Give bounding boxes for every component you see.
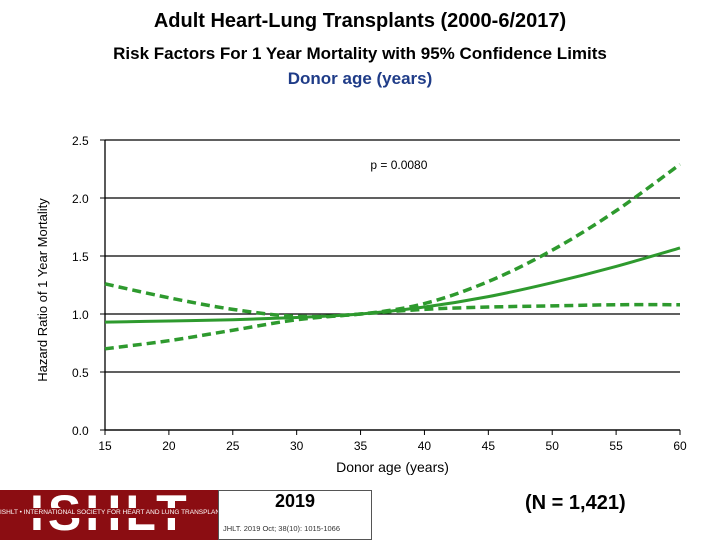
- x-tick-label: 20: [162, 439, 176, 453]
- x-tick-label: 50: [546, 439, 560, 453]
- x-tick-label: 35: [354, 439, 368, 453]
- logo-subtext: ISHLT • INTERNATIONAL SOCIETY FOR HEART …: [0, 508, 218, 518]
- citation-year: 2019: [274, 491, 316, 511]
- citation-reference: JHLT. 2019 Oct; 38(10): 1015-1066: [223, 524, 341, 533]
- y-tick-label: 1.0: [72, 308, 89, 322]
- x-axis-label: Donor age (years): [336, 459, 449, 475]
- y-axis-label: Hazard Ratio of 1 Year Mortality: [35, 198, 50, 382]
- citation-box: 2019 JHLT. 2019 Oct; 38(10): 1015-1066: [218, 490, 372, 540]
- chart-title: Adult Heart-Lung Transplants (2000-6/201…: [153, 10, 567, 32]
- chart-subtitle-variable: Donor age (years): [287, 69, 433, 88]
- x-tick-label: 25: [226, 439, 240, 453]
- x-tick-label: 15: [98, 439, 112, 453]
- series-line-confidence-limit: [104, 162, 682, 319]
- x-tick-label: 40: [418, 439, 432, 453]
- y-tick-label: 2.0: [72, 192, 89, 206]
- chart-subtitle: Risk Factors For 1 Year Mortality with 9…: [113, 44, 607, 63]
- y-tick-label: 2.5: [72, 134, 89, 148]
- sample-size-label: (N = 1,421): [525, 492, 626, 514]
- y-tick-label: 1.5: [72, 250, 89, 264]
- ishlt-logo: ISHLT ISHLT • INTERNATIONAL SOCIETY FOR …: [0, 490, 218, 540]
- y-tick-label: 0.0: [72, 424, 89, 438]
- p-value-annotation: p = 0.0080: [370, 158, 427, 172]
- y-tick-label: 0.5: [72, 366, 89, 380]
- series-line-estimate: [104, 246, 681, 324]
- x-tick-label: 55: [609, 439, 623, 453]
- x-tick-label: 45: [482, 439, 496, 453]
- x-tick-label: 30: [290, 439, 304, 453]
- series-line-confidence-limit: [104, 302, 681, 351]
- x-tick-label: 60: [673, 439, 687, 453]
